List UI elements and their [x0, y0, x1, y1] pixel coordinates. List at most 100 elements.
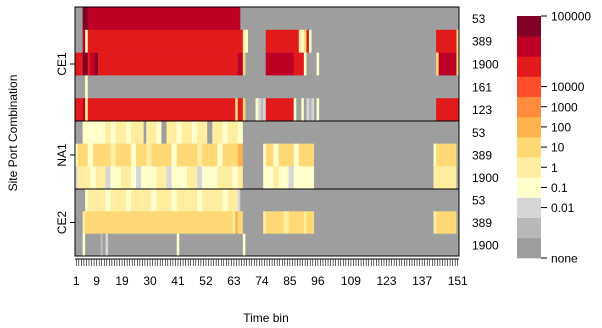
heatmap-cell: [181, 121, 193, 144]
heatmap-cell: [85, 29, 89, 53]
heatmap-cell: [235, 98, 239, 122]
heatmap-cell: [242, 121, 460, 144]
row-label: 389: [472, 149, 492, 163]
heatmap-cell: [105, 189, 111, 212]
legend-swatch: [517, 16, 541, 37]
heatmap-cell: [97, 52, 239, 76]
heatmap-cell: [125, 121, 132, 144]
heatmap-cell: [90, 166, 96, 190]
legend-label: 1000: [551, 100, 578, 114]
heatmap-cell: [120, 166, 132, 190]
legend: none 0.01 0.1 1 10 100 1000 10000 100000: [517, 10, 591, 266]
heatmap-cell: [242, 143, 264, 167]
x-tick-label: 123: [377, 274, 397, 288]
heatmap-cell: [125, 189, 132, 212]
row-label: 53: [472, 194, 486, 208]
heatmap-cell: [242, 52, 246, 76]
heatmap-cell: [217, 166, 233, 190]
heatmap-cell: [273, 166, 279, 190]
row-label: 161: [472, 80, 492, 94]
heatmap-cell: [237, 143, 244, 167]
heatmap-cell: [245, 52, 267, 76]
heatmap-cell: [237, 189, 241, 212]
heatmap-cell: [105, 121, 111, 144]
heatmap-cell: [314, 98, 317, 122]
heatmap-cell: [130, 189, 152, 212]
heatmap-cell: [207, 121, 213, 144]
heatmap-cell: [293, 143, 300, 167]
heatmap-cell: [242, 233, 246, 257]
heatmap-cell: [82, 52, 89, 76]
heatmap-cell: [75, 166, 78, 190]
heatmap-cell: [85, 211, 233, 234]
heatmap-cell: [456, 211, 460, 234]
heatmap-cell: [265, 29, 300, 53]
heatmap-cell: [433, 143, 437, 167]
heatmap-cell: [110, 166, 122, 190]
x-tick-label: 52: [199, 274, 213, 288]
x-tick-label: 1: [73, 274, 80, 288]
heatmap-cell: [265, 143, 274, 167]
heatmap-cell: [100, 233, 104, 257]
heatmap-cell: [227, 121, 239, 144]
heatmap-cells: [75, 7, 460, 257]
heatmap-cell: [87, 75, 460, 99]
heatmap-cell: [293, 166, 315, 190]
legend-swatch: [517, 56, 541, 77]
heatmap-cell: [263, 211, 267, 234]
heatmap-cell: [247, 29, 267, 53]
heatmap-cell: [77, 143, 89, 167]
heatmap-cell: [197, 189, 203, 212]
heatmap-cell: [436, 52, 439, 76]
heatmap-cell: [202, 166, 218, 190]
heatmap-cell: [115, 143, 132, 167]
heatmap-cell: [85, 189, 89, 212]
heatmap-cell: [90, 52, 96, 76]
legend-swatch: [517, 217, 541, 239]
legend-label: 100: [551, 120, 571, 134]
heatmap-cell: [227, 189, 239, 212]
legend-label: 0.1: [551, 181, 568, 195]
heatmap-cell: [232, 166, 239, 190]
heatmap-cell: [156, 121, 162, 144]
row-label: 123: [472, 103, 492, 117]
heatmap-cell: [303, 52, 307, 76]
heatmap-cell: [75, 98, 83, 122]
heatmap-cell: [75, 29, 83, 53]
heatmap-cell: [314, 166, 434, 190]
heatmap-cell: [156, 166, 167, 190]
heatmap-cell: [85, 233, 101, 257]
group-label: CE2: [55, 211, 69, 235]
heatmap-cell: [265, 98, 294, 122]
heatmap-cell: [456, 143, 460, 167]
heatmap-cell: [197, 166, 203, 190]
heatmap-cell: [303, 211, 307, 234]
heatmap-cell: [265, 52, 294, 76]
heatmap-cell: [92, 143, 111, 167]
heatmap-cell: [141, 166, 157, 190]
heatmap-cell: [258, 98, 261, 122]
heatmap-cell: [156, 189, 172, 212]
heatmap-cell: [75, 75, 86, 99]
heatmap-cell: [222, 189, 228, 212]
heatmap-cell: [306, 98, 310, 122]
heatmap-cell: [436, 143, 457, 167]
heatmap-cell: [87, 143, 94, 167]
heatmap-cell: [75, 7, 83, 31]
x-tick-label: 74: [255, 274, 269, 288]
heatmap-cell: [176, 143, 198, 167]
heatmap-cell: [186, 166, 198, 190]
heatmap-cell: [202, 189, 223, 212]
group-labels: CE1 NA1 CE2: [55, 52, 75, 234]
heatmap-cell: [311, 98, 315, 122]
heatmap-cell: [314, 211, 434, 234]
heatmap-cell: [298, 29, 302, 53]
heatmap-cell: [75, 233, 83, 257]
legend-swatch: [517, 177, 541, 198]
heatmap-cell: [245, 29, 249, 53]
row-label: 1900: [472, 171, 499, 185]
heatmap-cell: [242, 166, 264, 190]
heatmap-cell: [263, 143, 267, 167]
heatmap-cell: [87, 189, 106, 212]
heatmap-cell: [202, 143, 218, 167]
